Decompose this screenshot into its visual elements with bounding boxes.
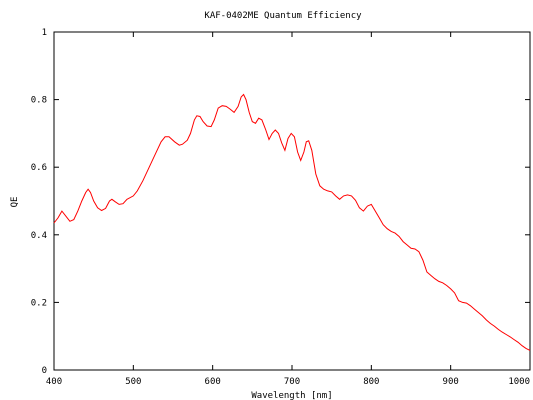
qe-series-line — [53, 93, 531, 351]
y-tick-label: 0 — [42, 366, 47, 376]
x-axis: 400 500 600 700 800 900 1000 — [46, 32, 531, 387]
x-tick-label: 700 — [284, 377, 300, 387]
y-tick-label: 1 — [42, 28, 47, 38]
y-axis-label: QE — [10, 197, 20, 208]
y-tick-label: 0.4 — [31, 231, 47, 241]
x-tick-label: 1000 — [508, 377, 530, 387]
x-tick-label: 500 — [125, 377, 141, 387]
x-tick-label: 900 — [443, 377, 459, 387]
y-tick-label: 0.8 — [31, 96, 47, 106]
x-tick-label: 600 — [205, 377, 221, 387]
x-axis-label: Wavelength [nm] — [251, 391, 332, 400]
x-tick-label: 400 — [46, 377, 62, 387]
y-axis: 0 0.2 0.4 0.6 0.8 1 — [31, 28, 530, 376]
y-tick-label: 0.2 — [31, 298, 47, 308]
y-tick-label: 0.6 — [31, 163, 47, 173]
chart-title: KAF-0402ME Quantum Efficiency — [204, 11, 362, 21]
x-tick-label: 800 — [363, 377, 379, 387]
